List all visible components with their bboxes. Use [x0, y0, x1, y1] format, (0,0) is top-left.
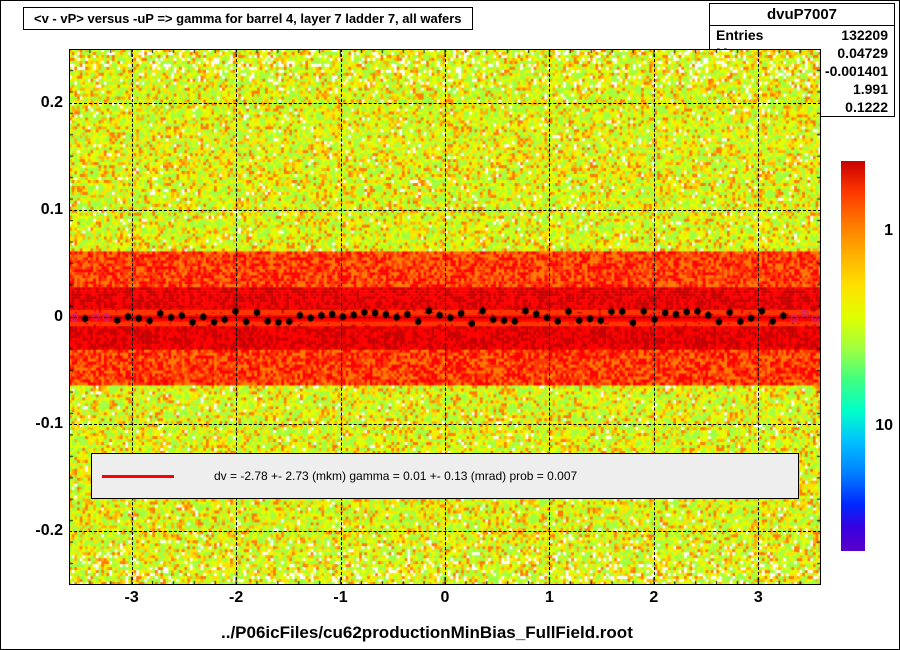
- legend-line-sample: [102, 475, 174, 478]
- grid-line-horizontal: [69, 317, 821, 318]
- chart-container: <v - vP> versus -uP => gamma for barrel …: [0, 0, 900, 650]
- x-tick-label: 3: [738, 589, 778, 607]
- y-tick-label: -0.2: [13, 522, 63, 540]
- fit-legend: dv = -2.78 +- 2.73 (mkm) gamma = 0.01 +-…: [91, 453, 799, 499]
- colorbar-tick-label: 10: [875, 417, 893, 435]
- x-tick-label: -2: [216, 589, 256, 607]
- y-tick-label: 0.1: [13, 201, 63, 219]
- y-tick-label: -0.1: [13, 415, 63, 433]
- x-tick-label: 2: [634, 589, 674, 607]
- y-tick-label: 0.2: [13, 94, 63, 112]
- grid-line-horizontal: [69, 103, 821, 104]
- colorbar-tick-label: 1: [884, 222, 893, 240]
- grid-line-horizontal: [69, 531, 821, 532]
- y-tick-label: 0: [13, 308, 63, 326]
- stats-row: Entries132209: [710, 26, 894, 44]
- chart-title: <v - vP> versus -uP => gamma for barrel …: [23, 7, 473, 30]
- x-tick-label: -1: [321, 589, 361, 607]
- stats-name: dvuP7007: [710, 4, 894, 26]
- grid-line-horizontal: [69, 210, 821, 211]
- x-axis-label: ../P06icFiles/cu62productionMinBias_Full…: [221, 623, 633, 643]
- legend-text: dv = -2.78 +- 2.73 (mkm) gamma = 0.01 +-…: [214, 469, 577, 483]
- x-tick-label: -3: [112, 589, 152, 607]
- colorbar: [841, 161, 865, 551]
- x-tick-label: 0: [425, 589, 465, 607]
- plot-area: [69, 49, 821, 585]
- grid-line-horizontal: [69, 424, 821, 425]
- x-tick-label: 1: [529, 589, 569, 607]
